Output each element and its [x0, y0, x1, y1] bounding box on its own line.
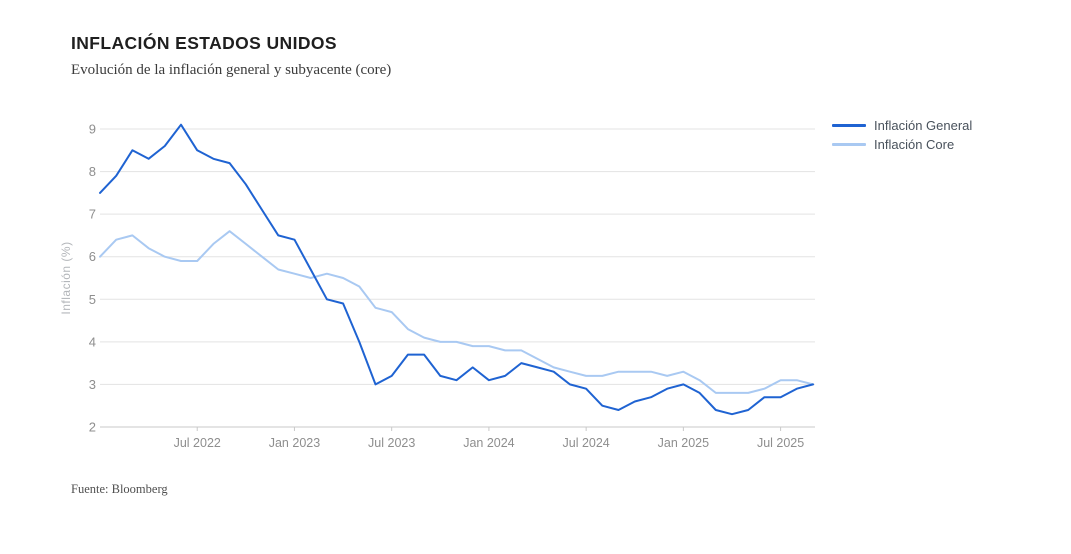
y-tick-label: 9 — [89, 122, 96, 137]
chart-subtitle: Evolución de la inflación general y suby… — [71, 62, 392, 78]
core-inflation-line — [99, 230, 814, 394]
y-tick-label: 5 — [89, 292, 96, 307]
y-tick-label: 2 — [89, 420, 96, 435]
chart-legend: Inflación General Inflación Core — [832, 116, 972, 154]
y-tick-label: 7 — [89, 207, 96, 222]
x-tick-label: Jul 2023 — [368, 436, 415, 450]
y-tick-label: 3 — [89, 377, 96, 392]
x-tick-label: Jul 2024 — [563, 436, 610, 450]
x-tick-label: Jan 2025 — [658, 436, 709, 450]
general-line-swatch — [832, 124, 866, 127]
y-tick-label: 6 — [89, 249, 96, 264]
legend-item-core: Inflación Core — [832, 135, 972, 154]
legend-item-general: Inflación General — [832, 116, 972, 135]
core-line-swatch — [832, 143, 866, 146]
source-note: Fuente: Bloomberg — [71, 482, 168, 496]
x-tick-label: Jul 2025 — [757, 436, 804, 450]
x-tick-label: Jan 2023 — [269, 436, 320, 450]
x-tick-label: Jul 2022 — [174, 436, 221, 450]
y-axis-title: Inflación (%) — [59, 241, 73, 314]
y-tick-label: 8 — [89, 164, 96, 179]
general-inflation-line — [99, 123, 814, 416]
chart-title: INFLACIÓN ESTADOS UNIDOS — [71, 33, 337, 53]
y-tick-label: 4 — [89, 334, 96, 349]
legend-label-core: Inflación Core — [874, 137, 955, 152]
legend-label-general: Inflación General — [874, 118, 973, 133]
x-tick-label: Jan 2024 — [463, 436, 514, 450]
